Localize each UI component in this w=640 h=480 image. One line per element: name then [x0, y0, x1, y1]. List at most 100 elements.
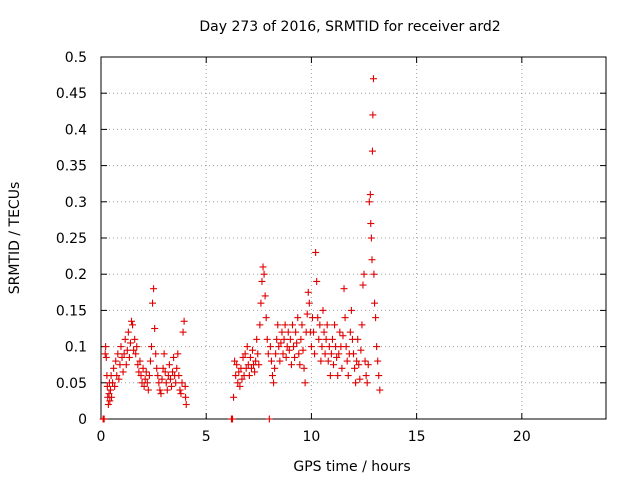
data-point — [266, 343, 274, 351]
data-point — [169, 368, 177, 376]
data-point — [131, 335, 139, 343]
x-tick-label: 15 — [408, 429, 426, 445]
data-point — [283, 343, 291, 351]
data-point — [257, 299, 265, 307]
x-tick-label: 10 — [303, 429, 321, 445]
y-tick-label: 0.3 — [65, 195, 87, 211]
data-point — [340, 285, 348, 293]
data-point — [102, 353, 110, 361]
data-point — [174, 350, 182, 358]
data-point — [149, 299, 157, 307]
data-point — [164, 372, 172, 380]
data-point — [120, 350, 128, 358]
data-point — [281, 321, 289, 329]
data-point — [338, 364, 346, 372]
y-tick-label: 0.25 — [56, 231, 87, 247]
data-point — [369, 111, 377, 119]
data-point — [110, 364, 118, 372]
data-point — [103, 382, 111, 390]
data-point — [293, 339, 301, 347]
data-point — [352, 379, 360, 387]
data-point — [261, 292, 269, 300]
data-point — [154, 372, 162, 380]
data-point — [122, 361, 130, 369]
data-point — [347, 306, 355, 314]
y-tick-label: 0.5 — [65, 50, 87, 66]
data-point — [361, 357, 369, 365]
data-point — [341, 314, 349, 322]
data-point — [325, 343, 333, 351]
data-point — [116, 361, 124, 369]
data-point — [264, 350, 272, 358]
data-point — [278, 328, 286, 336]
y-tick-label: 0 — [78, 412, 87, 428]
data-point — [246, 353, 254, 361]
data-point — [143, 379, 151, 387]
data-point — [161, 368, 169, 376]
data-points — [99, 75, 384, 423]
data-point — [284, 328, 292, 336]
grid — [101, 57, 606, 419]
data-point — [351, 364, 359, 372]
data-point — [251, 368, 259, 376]
data-point — [151, 325, 159, 332]
data-point — [324, 357, 332, 365]
data-point — [375, 372, 383, 380]
data-point — [133, 343, 141, 351]
data-point — [296, 361, 304, 369]
data-point — [106, 397, 114, 405]
data-point — [364, 361, 372, 369]
data-point — [288, 321, 296, 329]
data-point — [157, 390, 165, 398]
data-point — [271, 364, 279, 372]
data-point — [182, 393, 190, 401]
data-point — [129, 321, 137, 329]
data-point — [162, 379, 170, 387]
data-point — [275, 343, 283, 351]
data-point — [272, 350, 280, 358]
data-point — [358, 321, 366, 329]
data-point — [367, 234, 375, 242]
data-point — [350, 350, 357, 358]
data-point — [146, 357, 154, 365]
data-point — [230, 393, 238, 401]
data-point — [373, 343, 381, 351]
data-point — [140, 382, 148, 390]
x-tick-label: 20 — [513, 429, 531, 445]
data-point — [286, 335, 294, 343]
data-point — [312, 248, 320, 256]
data-point — [254, 350, 262, 358]
data-point — [100, 415, 108, 423]
data-point — [268, 372, 276, 380]
data-point — [301, 379, 309, 387]
data-point — [303, 310, 311, 318]
data-point — [238, 375, 246, 383]
data-point — [294, 314, 302, 322]
data-point — [102, 343, 110, 351]
data-point — [173, 364, 181, 372]
data-point — [232, 372, 240, 380]
data-point — [330, 361, 338, 369]
data-point — [235, 368, 243, 376]
data-point — [368, 256, 376, 264]
data-point — [106, 386, 114, 394]
data-point — [299, 346, 307, 354]
data-point — [280, 335, 288, 343]
data-point — [270, 379, 278, 387]
data-point — [115, 375, 123, 383]
data-point — [108, 393, 116, 401]
data-point — [132, 350, 140, 358]
data-point — [328, 335, 336, 343]
data-point — [111, 382, 119, 390]
chart-title: Day 273 of 2016, SRMTID for receiver ard… — [199, 19, 500, 35]
data-point — [180, 317, 188, 325]
data-point — [109, 379, 117, 387]
data-point — [236, 382, 244, 390]
data-point — [121, 335, 129, 343]
data-point — [344, 372, 352, 380]
data-point — [372, 314, 380, 322]
data-point — [276, 357, 284, 365]
data-point — [292, 328, 300, 336]
data-point — [357, 346, 365, 354]
